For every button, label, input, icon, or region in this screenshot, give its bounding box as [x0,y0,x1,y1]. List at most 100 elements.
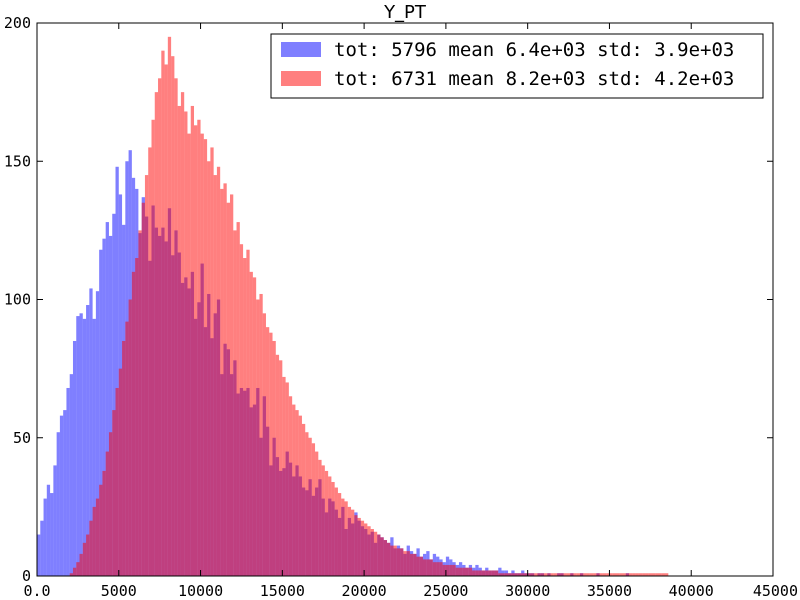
histogram-bar [511,573,515,576]
histogram-bar [645,573,649,576]
histogram-bar [337,493,342,576]
histogram-bar [494,570,499,576]
histogram-bar [429,559,433,576]
legend-swatch-red [281,71,321,86]
histogram-bar [141,202,145,576]
x-axis-ticks: 0.0 5000 10000 15000 20000 25000 30000 35000 400… [23,23,798,600]
histogram-bar [478,570,482,576]
x-tick-label: 30000 [505,582,550,600]
histogram-bar [393,545,397,576]
y-axis-ticks: 0 50 100 150 200 [4,14,773,585]
histogram-bar [69,374,73,576]
histogram-bar [105,222,109,576]
histogram-bar [76,316,80,576]
histogram-bar [259,293,263,576]
histogram-bar [252,277,257,576]
histogram-bar [86,534,90,576]
histogram-bar [344,501,348,576]
histogram-bar [521,570,525,576]
histogram-bar [122,340,126,576]
histogram-bar [580,573,584,576]
histogram-bar [449,564,453,576]
histogram-bar [602,573,607,576]
histogram-bar [396,548,401,576]
x-tick-label: 40000 [669,582,714,600]
histogram-bar [144,175,149,576]
histogram-bar [79,313,83,576]
y-tick-label: 150 [4,152,31,170]
histogram-bar [158,78,162,577]
histogram-bar [534,573,538,576]
histogram-bar [298,415,302,576]
histogram-bar [164,64,168,576]
histogram-bar [288,396,293,576]
histogram-bar [364,523,368,576]
histogram-bar [161,50,165,576]
histogram-bar [279,360,283,576]
histogram-bar [566,573,571,576]
histogram-bar [89,520,93,576]
histogram-bar [406,551,410,576]
histogram-bar [99,249,103,577]
histogram-bar [360,520,365,576]
histogram-bar [37,534,41,576]
histogram-bar [481,570,486,576]
histogram-bar [468,567,473,576]
histogram-bar [357,517,361,576]
histogram-bar [547,573,551,576]
histogram-bar [570,573,574,576]
histogram-bar [426,559,430,576]
histogram-bar [517,573,522,576]
histogram-bar [305,432,309,576]
y-tick-label: 100 [4,291,31,309]
histogram-bar [648,573,652,576]
histogram-bar [115,387,119,576]
histogram-bar [213,175,217,576]
legend-swatch-blue [281,42,321,57]
histogram-bar [442,564,446,576]
histogram-bar [432,562,437,576]
chart-title: Y_PT [383,2,427,23]
histogram-bar [210,147,214,576]
histogram-bar [403,551,407,576]
histogram-bar [167,36,172,576]
histogram-bar [282,376,286,576]
histogram-bar [485,570,489,576]
histogram-bar [642,573,646,576]
x-tick-label: 0.0 [23,582,50,600]
histogram-bar [184,111,188,576]
legend-entry-red: tot: 6731 mean 8.2e+03 std: 4.2e+03 [334,68,734,90]
histogram-bar [63,410,67,576]
histogram-bar [174,78,178,577]
x-tick-label: 35000 [587,582,632,600]
histogram-bar [46,484,51,576]
legend-box [270,33,764,99]
histogram-bar [318,459,322,576]
histogram-bar [458,567,463,576]
histogram-bar [665,573,669,576]
histogram-bar [351,509,355,576]
histogram-bar [334,487,338,576]
histogram-bar [498,573,502,576]
histogram-bar [439,562,443,576]
histogram-bar [112,213,116,576]
histogram-bar [76,562,80,576]
histogram-bar [92,318,96,576]
histogram-bar [596,573,600,576]
histogram-bar [504,573,509,576]
histogram-bar [200,133,204,576]
histogram-bar [553,573,558,576]
histogram-bar [599,573,603,576]
histogram-bar [465,567,469,576]
y-tick-label: 50 [13,429,31,447]
histogram-bar [501,570,505,576]
histogram-bar [413,553,417,576]
histogram-bar [655,573,659,576]
histogram-bar [328,476,332,576]
histogram-bar [573,573,577,576]
histogram-bar [373,531,378,576]
histogram-bar [99,484,103,576]
histogram-bar [625,573,630,576]
histogram-bar [593,573,597,576]
histogram-bar [354,515,358,576]
